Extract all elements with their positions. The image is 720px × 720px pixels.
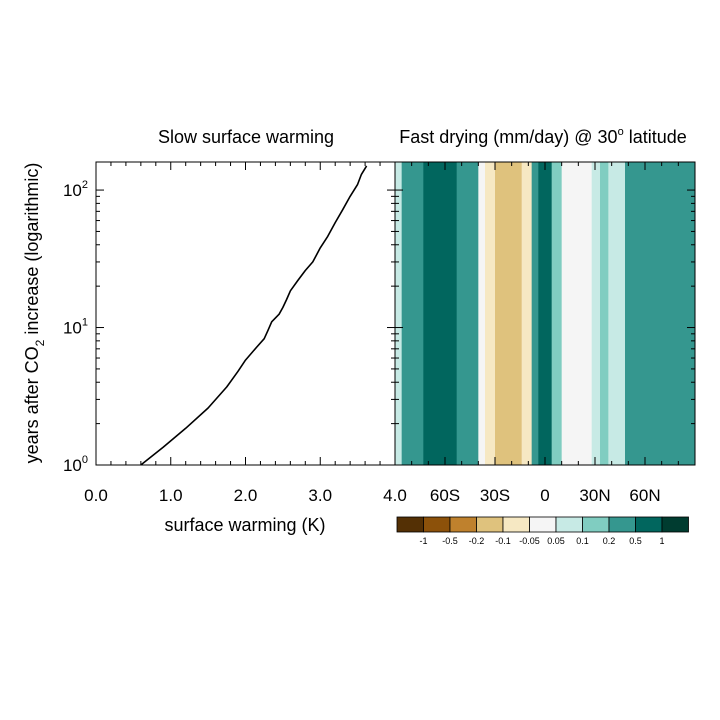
- y-tick-label: 100: [63, 454, 88, 475]
- heatmap-zone: [456, 162, 479, 465]
- heatmap-zone: [571, 162, 593, 465]
- colorbar-label: 0.2: [603, 536, 616, 546]
- colorbar-label: 1: [659, 536, 664, 546]
- heatmap-zone: [591, 162, 601, 465]
- heatmap-zone: [561, 162, 573, 465]
- left-panel-title: Slow surface warming: [158, 127, 334, 147]
- colorbar-label: -0.05: [519, 536, 540, 546]
- heatmap-zone: [600, 162, 609, 465]
- lat-tick-label: 30S: [480, 486, 510, 505]
- warming-line: [140, 165, 368, 465]
- lat-tick-label: 0: [540, 486, 549, 505]
- heatmap-zone: [485, 162, 496, 465]
- colorbar-swatch: [529, 516, 557, 533]
- colorbar-label: -0.5: [442, 536, 458, 546]
- colorbar-label: 0.5: [629, 536, 642, 546]
- x-tick-label: 0.0: [84, 486, 108, 505]
- y-axis-label: years after CO2 increase (logarithmic): [22, 163, 47, 464]
- colorbar-label: -1: [419, 536, 427, 546]
- lat-tick-label: 30N: [579, 486, 610, 505]
- right-panel-title: Fast drying (mm/day) @ 30o latitude: [399, 126, 687, 147]
- axes-layer: 0.0 1.0 2.0 3.0 4.0 100 101 102 60S 30S 0 30N 60N: [63, 161, 696, 505]
- x-tick-label: 3.0: [308, 486, 332, 505]
- lat-tick-label: 60S: [430, 486, 460, 505]
- heatmap-zone: [521, 162, 533, 465]
- x-axis-label: surface warming (K): [164, 515, 325, 535]
- lat-tick-label: 60N: [629, 486, 660, 505]
- colorbar: -1 -0.5 -0.2 -0.1 -0.05 0.05 0.1 0.2 0.5 1: [396, 516, 689, 546]
- warming-line-layer: [140, 165, 368, 465]
- heatmap-zone: [531, 162, 539, 465]
- colorbar-swatch: [608, 516, 636, 533]
- colorbar-swatch: [582, 516, 610, 533]
- colorbar-label: -0.2: [469, 536, 485, 546]
- heatmap-zone: [495, 162, 523, 465]
- heatmap-plot: [395, 162, 695, 465]
- heatmap-zone: [625, 162, 695, 465]
- heatmap-zone: [538, 162, 553, 465]
- x-tick-label: 4.0: [383, 486, 407, 505]
- colorbar-label: 0.1: [576, 536, 589, 546]
- heatmap-zone: [401, 162, 424, 465]
- colorbar-swatch: [502, 516, 530, 533]
- left-plot-frame: [95, 161, 396, 466]
- x-tick-label: 1.0: [159, 486, 183, 505]
- heatmap-zone: [478, 162, 486, 465]
- heatmap-zone: [395, 162, 403, 465]
- x-tick-label: 2.0: [234, 486, 258, 505]
- heatmap-zone: [608, 162, 626, 465]
- colorbar-swatch: [449, 516, 477, 533]
- heatmap-zone: [551, 162, 563, 465]
- colorbar-swatch: [661, 516, 689, 533]
- colorbar-swatch: [635, 516, 663, 533]
- heatmap-zone: [423, 162, 458, 465]
- y-tick-label: 102: [63, 179, 88, 200]
- colorbar-swatch: [423, 516, 451, 533]
- colorbar-label: -0.1: [495, 536, 511, 546]
- colorbar-swatch: [476, 516, 504, 533]
- colorbar-label: 0.05: [547, 536, 565, 546]
- colorbar-swatch: [396, 516, 424, 533]
- colorbar-swatch: [555, 516, 583, 533]
- y-tick-label: 101: [63, 317, 88, 338]
